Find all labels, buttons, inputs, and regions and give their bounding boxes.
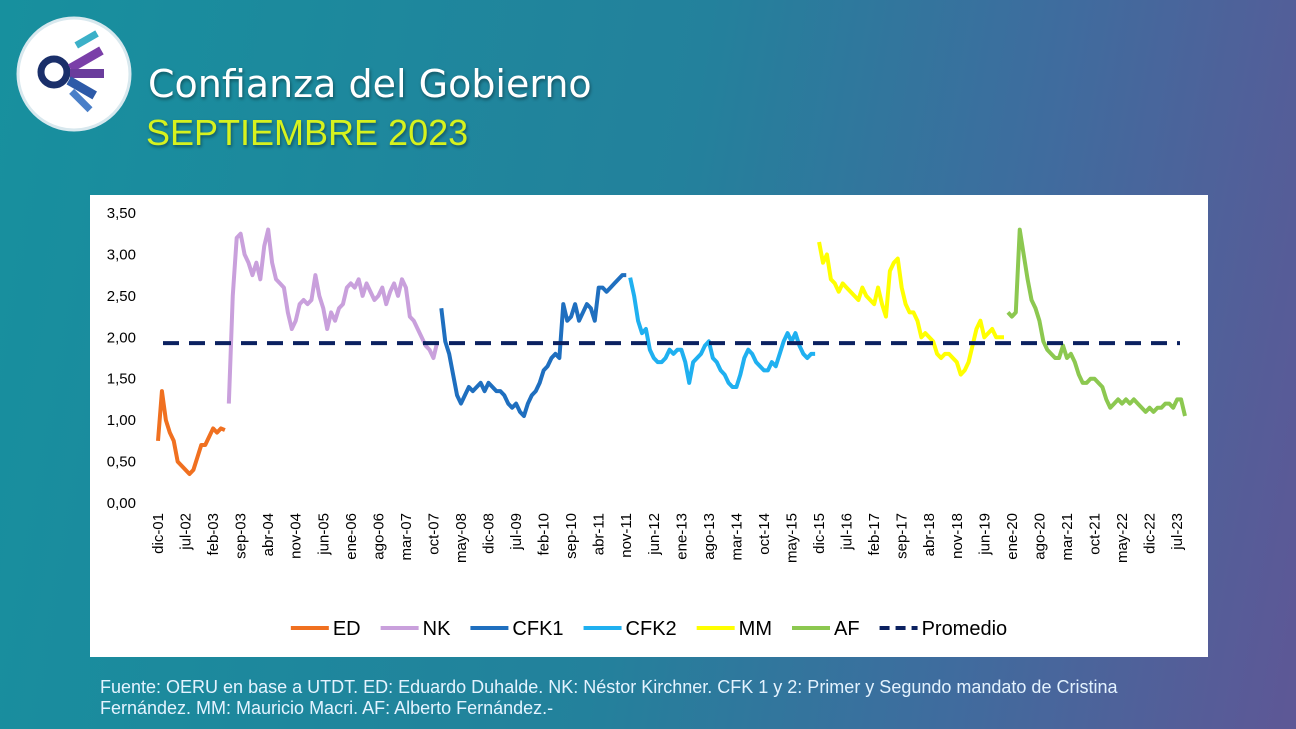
x-tick-label: nov-11 bbox=[618, 513, 635, 558]
legend-label: NK bbox=[423, 618, 451, 640]
y-tick-label: 1,00 bbox=[107, 412, 136, 429]
x-tick-label: dic-22 bbox=[1142, 513, 1159, 554]
y-tick-label: 1,50 bbox=[107, 371, 136, 388]
legend-label: MM bbox=[739, 618, 772, 640]
chart: 0,00 0,50 1,00 1,50 2,00 2,50 3,00 3,50 dic-01 ju… bbox=[90, 195, 1208, 657]
x-tick-label: ene-20 bbox=[1004, 513, 1021, 560]
x-tick-label: nov-18 bbox=[949, 513, 966, 559]
x-tick-label: jul-02 bbox=[178, 513, 195, 551]
legend-label: Promedio bbox=[922, 618, 1008, 640]
x-tick-label: abr-11 bbox=[591, 513, 608, 555]
legend-label: CFK2 bbox=[626, 618, 677, 640]
x-tick-label: jul-16 bbox=[839, 513, 856, 551]
x-tick-label: dic-08 bbox=[481, 513, 498, 554]
x-tick-label: mar-14 bbox=[728, 513, 745, 561]
x-tick-label: feb-17 bbox=[866, 513, 883, 556]
series-line bbox=[439, 273, 627, 418]
x-tick-label: jul-09 bbox=[508, 513, 525, 551]
x-tick-label: dic-15 bbox=[811, 513, 828, 554]
x-tick-label: may-15 bbox=[784, 513, 801, 563]
x-tick-label: oct-14 bbox=[756, 513, 773, 555]
x-tick-label: nov-04 bbox=[288, 513, 305, 559]
x-tick-label: abr-04 bbox=[260, 513, 277, 556]
x-tick-label: sep-17 bbox=[894, 513, 911, 559]
x-tick-label: abr-18 bbox=[921, 513, 938, 556]
x-tick-label: may-08 bbox=[453, 513, 470, 563]
y-tick-label: 2,00 bbox=[107, 329, 136, 346]
y-tick-label: 3,50 bbox=[107, 205, 136, 222]
x-tick-label: mar-21 bbox=[1059, 513, 1076, 561]
x-tick-label: jun-12 bbox=[646, 513, 663, 556]
x-tick-label: sep-03 bbox=[233, 513, 250, 559]
series-line bbox=[628, 277, 816, 389]
x-tick-label: oct-21 bbox=[1086, 513, 1103, 555]
series-line bbox=[156, 389, 226, 476]
x-tick-label: ene-06 bbox=[343, 513, 360, 560]
legend-label: ED bbox=[333, 618, 361, 640]
series-line bbox=[1006, 227, 1187, 417]
x-tick-label: jun-05 bbox=[315, 513, 332, 556]
x-tick-label: feb-03 bbox=[205, 513, 222, 556]
x-tick-label: feb-10 bbox=[536, 513, 553, 556]
x-tick-label: jul-23 bbox=[1169, 513, 1186, 551]
y-tick-label: 2,50 bbox=[107, 288, 136, 305]
x-tick-label: ago-20 bbox=[1031, 513, 1048, 560]
y-tick-label: 0,50 bbox=[107, 454, 136, 471]
title: Confianza del Gobierno bbox=[148, 62, 592, 106]
x-tick-label: ene-13 bbox=[673, 513, 690, 560]
x-tick-label: mar-07 bbox=[398, 513, 415, 561]
legend-label: AF bbox=[834, 618, 860, 640]
x-tick-label: ago-13 bbox=[701, 513, 718, 560]
footnote: Fuente: OERU en base a UTDT. ED: Eduardo… bbox=[100, 677, 1118, 718]
logo bbox=[16, 16, 132, 132]
y-tick-label: 0,00 bbox=[107, 495, 136, 512]
series-line bbox=[226, 227, 440, 404]
x-tick-label: dic-01 bbox=[150, 513, 167, 554]
y-tick-label: 3,00 bbox=[107, 246, 136, 263]
x-tick-label: ago-06 bbox=[370, 513, 387, 560]
x-tick-label: oct-07 bbox=[425, 513, 442, 555]
x-tick-label: may-22 bbox=[1114, 513, 1131, 563]
x-tick-label: sep-10 bbox=[563, 513, 580, 559]
subtitle: SEPTIEMBRE 2023 bbox=[146, 112, 469, 153]
legend-label: CFK1 bbox=[512, 618, 563, 640]
x-tick-label: jun-19 bbox=[976, 513, 993, 556]
